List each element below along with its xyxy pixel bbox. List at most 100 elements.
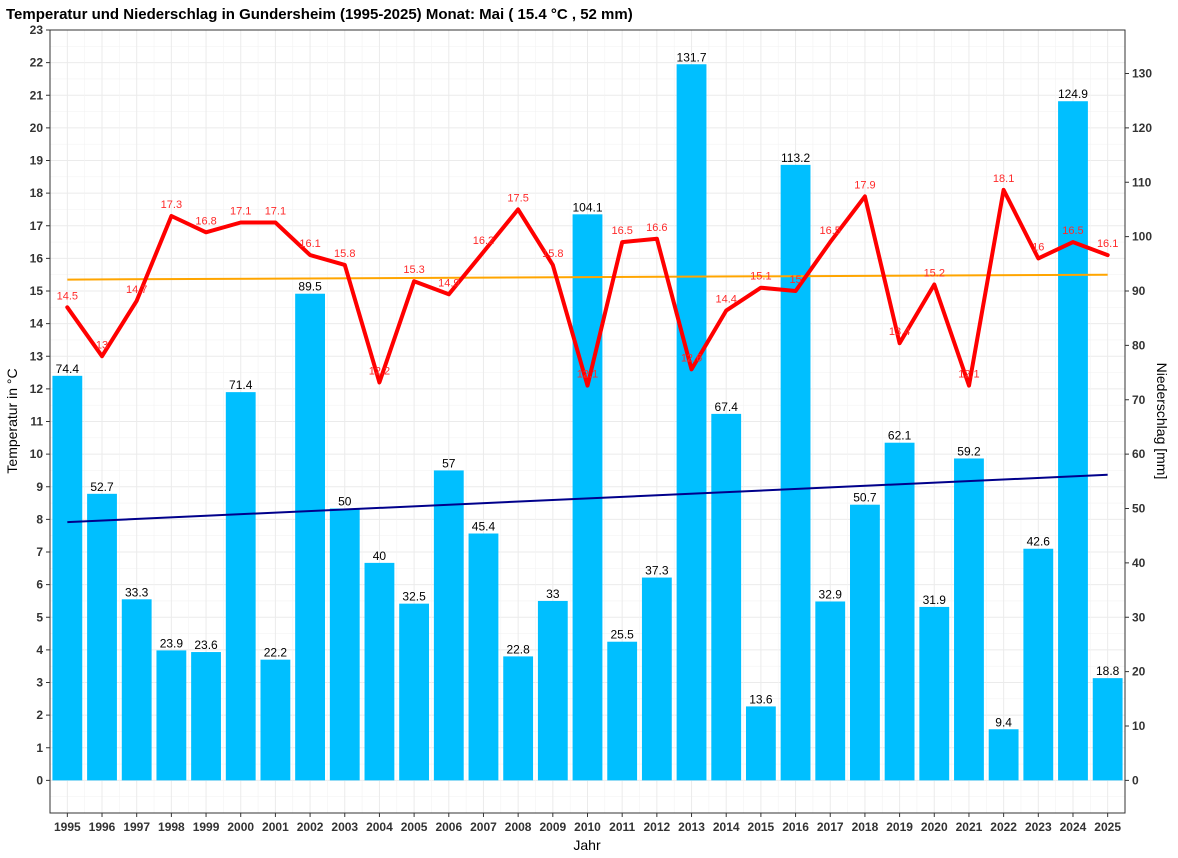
left-tick-label: 4 [36,643,43,657]
left-tick-label: 20 [30,121,44,135]
precipitation-bar [1023,548,1054,781]
temperature-label: 17.5 [507,192,528,204]
temperature-label: 13 [96,339,108,351]
precipitation-bar [433,470,464,781]
precipitation-label: 74.4 [56,362,80,376]
temperature-label: 15 [789,274,801,286]
left-tick-label: 12 [30,382,44,396]
x-tick-label: 1998 [158,820,185,834]
precipitation-bar [850,504,880,781]
right-tick-label: 90 [1132,284,1146,298]
left-tick-label: 5 [36,610,43,624]
x-tick-label: 2020 [921,820,948,834]
left-axis-title: Temperatur in °C [4,368,20,473]
precipitation-bar [988,729,1019,781]
right-tick-label: 100 [1132,230,1152,244]
precipitation-label: 124.9 [1058,87,1088,101]
precipitation-label: 18.8 [1096,664,1120,678]
precipitation-label: 45.4 [472,520,496,534]
temperature-label: 17.3 [161,199,182,211]
temperature-labels: 14.5 13 14.7 17.3 16.8 17.1 17.1 16.1 15.8 12.2 15… [57,173,1119,381]
precipitation-label: 42.6 [1027,535,1051,549]
precipitation-bar [87,493,117,781]
temperature-label: 16.2 [473,235,494,247]
left-tick-label: 9 [36,480,43,494]
chart-title: Temperatur und Niederschlag in Gundershe… [6,6,633,23]
precipitation-bar [815,601,846,781]
precipitation-label: 50.7 [853,491,877,505]
precipitation-label: 113.2 [781,151,810,165]
precipitation-label: 33.3 [125,585,149,599]
temperature-label: 14.4 [715,294,736,306]
precipitation-bar [329,508,360,781]
right-tick-label: 110 [1132,175,1152,189]
left-tick-label: 2 [36,708,43,722]
left-tick-label: 16 [30,251,44,265]
temperature-line [65,187,1110,388]
right-axis: 0 10 20 30 40 50 60 70 80 90 100 110 120 130 [1125,67,1152,787]
precipitation-label: 33 [546,587,560,601]
x-axis: 1995 1996 1997 1998 1999 2000 2001 2002 2003 2004… [54,813,1121,834]
temperature-label: 16.8 [195,215,216,227]
precipitation-label: 22.2 [264,646,288,660]
precipitation-bars [52,64,1123,781]
temperature-label: 15.8 [542,248,563,260]
x-tick-label: 2012 [644,820,671,834]
precipitation-label: 37.3 [645,564,669,578]
temperature-label: 12.2 [369,365,390,377]
temperature-label: 15.2 [924,267,945,279]
left-tick-label: 23 [30,23,44,37]
x-tick-label: 2005 [401,820,428,834]
x-tick-label: 2018 [852,820,879,834]
left-tick-label: 13 [30,349,44,363]
temperature-label: 17.9 [854,179,875,191]
temperature-label: 12.6 [681,352,702,364]
right-tick-label: 10 [1132,719,1146,733]
x-tick-label: 2009 [539,820,566,834]
precipitation-bar [537,600,568,781]
temperature-label: 16.5 [820,225,841,237]
temperature-label: 12.1 [577,369,598,381]
x-tick-label: 1997 [123,820,150,834]
temperature-label: 13.4 [889,326,910,338]
right-tick-label: 60 [1132,447,1146,461]
x-tick-label: 1995 [54,820,81,834]
precipitation-bar [711,413,742,781]
precipitation-label: 104.1 [572,200,602,214]
temperature-label: 18.1 [993,173,1014,185]
right-tick-label: 20 [1132,665,1146,679]
precipitation-label: 23.6 [194,638,218,652]
x-tick-label: 2023 [1025,820,1052,834]
left-tick-label: 8 [36,512,43,526]
temperature-label: 16.6 [646,222,667,234]
x-tick-label: 2022 [990,820,1017,834]
right-tick-label: 50 [1132,502,1146,516]
right-tick-label: 120 [1132,121,1152,135]
precipitation-label: 62.1 [888,429,912,443]
precipitation-label: 9.4 [995,715,1012,729]
left-tick-label: 3 [36,676,43,690]
precipitation-bar [191,652,221,781]
precipitation-label: 89.5 [298,280,322,294]
temperature-label: 14.7 [126,284,147,296]
temperature-label: 14.9 [438,277,459,289]
left-tick-label: 1 [36,741,43,755]
x-tick-label: 2011 [609,820,635,834]
temperature-label: 16.1 [299,238,320,250]
x-tick-label: 2013 [678,820,705,834]
temperature-label: 15.8 [334,248,355,260]
x-tick-label: 2008 [505,820,532,834]
precipitation-label: 32.5 [402,590,426,604]
right-tick-label: 40 [1132,556,1146,570]
x-tick-label: 2007 [470,820,497,834]
right-tick-label: 130 [1132,67,1152,81]
temperature-label: 16 [1032,241,1044,253]
temperature-series [65,187,1110,388]
x-axis-title: Jahr [573,837,601,853]
precipitation-label: 13.6 [749,692,773,706]
precipitation-bar [780,164,811,781]
precipitation-label: 23.9 [160,636,184,650]
x-tick-label: 2000 [227,820,254,834]
